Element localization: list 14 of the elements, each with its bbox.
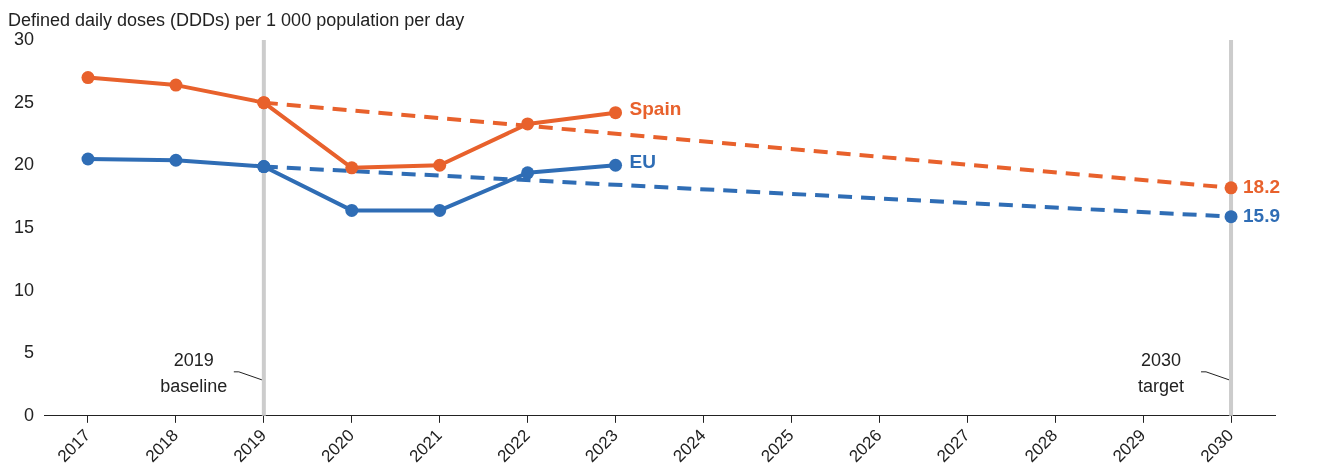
series-label: EU [629,150,656,172]
y-tick-label: 5 [24,342,35,363]
y-tick-label: 0 [24,404,35,425]
ref-line-label: 2030 target [1138,349,1185,396]
ref-line-label: 2019 baseline [160,349,228,396]
y-tick-label: 10 [13,279,35,300]
y-tick-label: 30 [13,28,35,49]
y-tick-label: 20 [13,154,35,175]
series-label: Spain [629,97,682,119]
y-tick-label: 25 [13,91,35,112]
y-axis-title: Defined daily doses (DDDs) per 1 000 population per day [8,9,465,30]
data-label: 15.9 [1243,204,1281,226]
data-label: 18.2 [1243,176,1281,198]
y-tick-label: 15 [13,216,35,237]
